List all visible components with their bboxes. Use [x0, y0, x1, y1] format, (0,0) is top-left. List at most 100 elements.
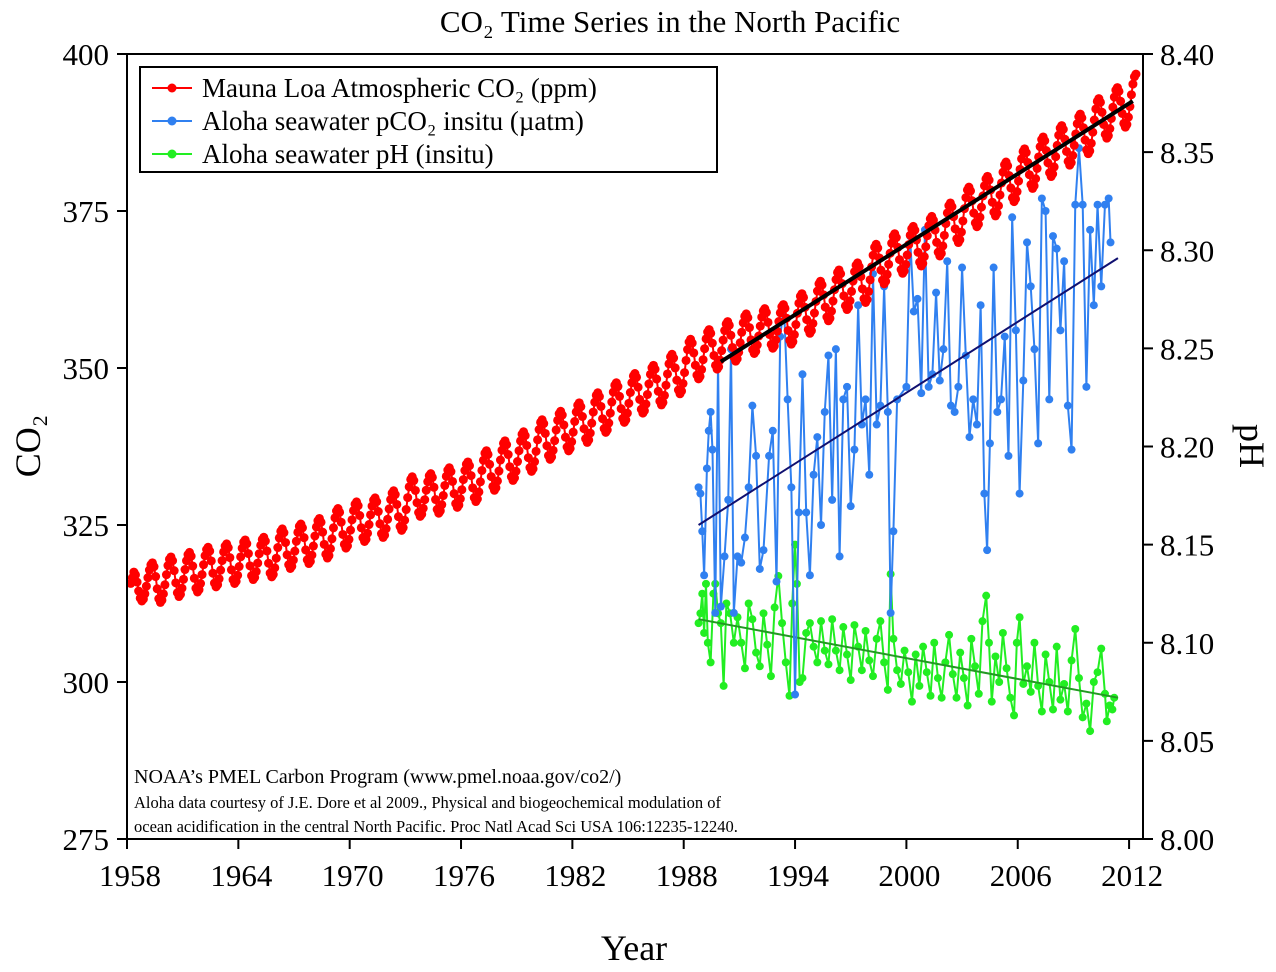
data-point-aloha-ph [984, 638, 993, 647]
data-point-aloha-ph [1048, 705, 1057, 714]
data-point-mauna-loa-co2 [763, 317, 773, 327]
data-point-mauna-loa-co2 [1029, 181, 1039, 191]
data-point-mauna-loa-co2 [412, 498, 422, 508]
data-point-mauna-loa-co2 [709, 350, 719, 360]
data-point-mauna-loa-co2 [505, 462, 515, 472]
data-point-mauna-loa-co2 [622, 408, 632, 418]
data-point-mauna-loa-co2 [338, 529, 348, 539]
data-point-mauna-loa-co2 [689, 348, 699, 358]
data-point-aloha-ph [698, 589, 707, 598]
y-right-tick-label: 8.00 [1160, 822, 1214, 857]
data-point-mauna-loa-co2 [726, 330, 736, 340]
data-point-aloha-pco2 [928, 370, 937, 379]
data-point-mauna-loa-co2 [375, 519, 385, 529]
y-right-tick-label: 8.40 [1160, 37, 1214, 72]
legend-swatch-marker-aloha-ph [167, 149, 177, 159]
data-point-aloha-ph [978, 617, 987, 626]
data-point-mauna-loa-co2 [226, 565, 236, 575]
y-right-tick-label: 8.10 [1160, 626, 1214, 661]
data-point-aloha-pco2 [1011, 326, 1020, 335]
data-point-aloha-ph [839, 623, 848, 632]
data-point-mauna-loa-co2 [522, 440, 532, 450]
data-point-mauna-loa-co2 [669, 353, 679, 363]
x-tick-label: 1988 [656, 858, 718, 893]
data-point-aloha-pco2 [791, 690, 800, 699]
data-point-mauna-loa-co2 [602, 425, 612, 435]
data-point-mauna-loa-co2 [642, 390, 652, 400]
data-point-mauna-loa-co2 [836, 269, 846, 279]
data-point-aloha-ph [959, 674, 968, 683]
data-point-aloha-pco2 [1100, 200, 1109, 209]
data-point-mauna-loa-co2 [290, 546, 300, 556]
data-point-aloha-ph [737, 638, 746, 647]
data-point-mauna-loa-co2 [718, 335, 728, 345]
data-point-aloha-pco2 [748, 401, 757, 410]
y-left-tick-label: 375 [63, 194, 110, 229]
data-point-mauna-loa-co2 [570, 417, 580, 427]
data-point-aloha-ph [824, 660, 833, 669]
data-point-mauna-loa-co2 [130, 570, 140, 580]
data-point-aloha-ph [809, 642, 818, 651]
data-point-mauna-loa-co2 [540, 428, 550, 438]
data-point-mauna-loa-co2 [347, 515, 357, 525]
data-point-aloha-pco2 [1034, 439, 1043, 448]
data-point-mauna-loa-co2 [251, 567, 261, 577]
data-point-mauna-loa-co2 [902, 250, 912, 260]
data-point-mauna-loa-co2 [678, 379, 688, 389]
data-point-mauna-loa-co2 [891, 233, 901, 243]
data-point-aloha-pco2 [831, 345, 840, 354]
data-point-mauna-loa-co2 [316, 517, 326, 527]
data-point-mauna-loa-co2 [681, 355, 691, 365]
data-point-mauna-loa-co2 [446, 467, 456, 477]
data-point-aloha-ph [766, 672, 775, 681]
annotation-source: NOAA’s PMEL Carbon Program (www.pmel.noa… [134, 766, 621, 788]
data-point-mauna-loa-co2 [288, 555, 298, 565]
data-point-aloha-ph [1097, 644, 1106, 653]
data-point-aloha-pco2 [708, 445, 717, 454]
data-point-mauna-loa-co2 [400, 515, 410, 525]
data-point-mauna-loa-co2 [632, 372, 642, 382]
data-point-aloha-ph [919, 642, 928, 651]
data-point-aloha-pco2 [1048, 232, 1057, 241]
data-point-aloha-ph [740, 664, 749, 673]
data-point-mauna-loa-co2 [383, 514, 393, 524]
data-point-aloha-ph [706, 658, 715, 667]
data-point-aloha-ph [770, 603, 779, 612]
data-point-mauna-loa-co2 [604, 418, 614, 428]
data-point-mauna-loa-co2 [161, 570, 171, 580]
data-point-aloha-pco2 [794, 508, 803, 517]
data-point-mauna-loa-co2 [373, 507, 383, 517]
data-point-aloha-ph [880, 658, 889, 667]
data-point-aloha-pco2 [976, 301, 985, 310]
data-point-mauna-loa-co2 [151, 572, 161, 582]
data-point-aloha-pco2 [805, 571, 814, 580]
data-point-aloha-pco2 [1086, 225, 1095, 234]
data-point-mauna-loa-co2 [690, 360, 700, 370]
data-point-mauna-loa-co2 [687, 338, 697, 348]
data-point-aloha-ph [1078, 713, 1087, 722]
data-point-mauna-loa-co2 [223, 543, 233, 553]
data-point-aloha-pco2 [700, 571, 709, 580]
data-point-aloha-ph [798, 674, 807, 683]
data-point-aloha-pco2 [1041, 207, 1050, 215]
data-point-aloha-ph [820, 646, 829, 655]
data-point-mauna-loa-co2 [956, 227, 966, 237]
data-point-mauna-loa-co2 [1069, 140, 1079, 150]
data-point-mauna-loa-co2 [495, 455, 505, 465]
data-point-mauna-loa-co2 [531, 446, 541, 456]
data-point-aloha-ph [1037, 707, 1046, 716]
data-point-mauna-loa-co2 [735, 338, 745, 348]
data-point-mauna-loa-co2 [528, 464, 538, 474]
data-point-mauna-loa-co2 [1122, 120, 1132, 130]
data-point-aloha-ph [1071, 625, 1080, 634]
data-point-mauna-loa-co2 [993, 201, 1003, 211]
data-point-aloha-ph [952, 693, 961, 702]
data-point-mauna-loa-co2 [420, 495, 430, 505]
data-point-aloha-ph [701, 579, 710, 588]
data-point-mauna-loa-co2 [217, 556, 227, 566]
y-left-tick-label: 350 [63, 351, 110, 386]
data-point-aloha-ph [948, 670, 957, 679]
x-tick-label: 1982 [544, 858, 606, 893]
data-point-mauna-loa-co2 [928, 215, 938, 225]
data-point-mauna-loa-co2 [206, 556, 216, 566]
